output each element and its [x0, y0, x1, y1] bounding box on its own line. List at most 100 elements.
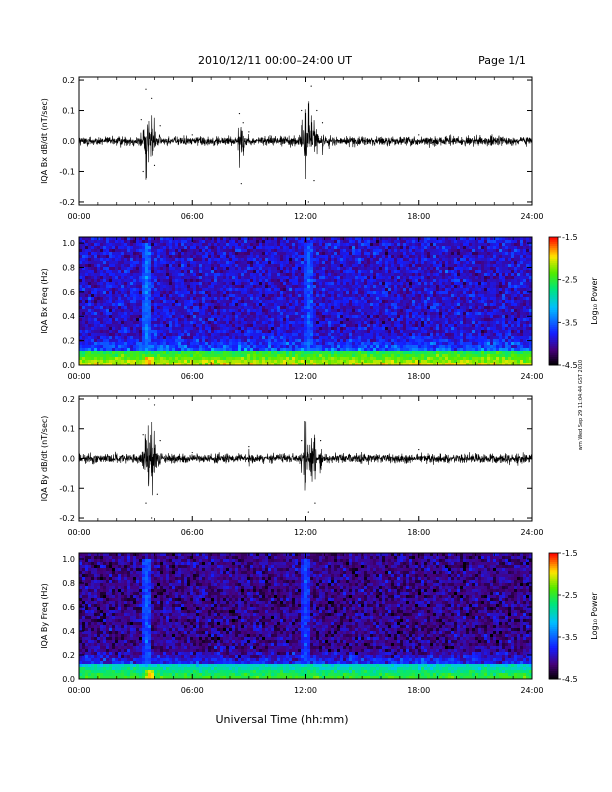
x-tick-label: 12:00 [294, 686, 317, 695]
data-point [148, 201, 150, 203]
colorbar-segment [549, 632, 558, 636]
colorbar-segment [549, 292, 558, 296]
colorbar-segment [549, 290, 558, 293]
colorbar-segment [549, 347, 558, 351]
colorbar-segment [549, 283, 558, 287]
x-tick-label: 06:00 [181, 372, 204, 381]
x-tick-label: 06:00 [181, 212, 204, 221]
data-point [142, 434, 144, 436]
data-point [145, 502, 147, 504]
colorbar-segment [549, 605, 558, 609]
colorbar-segment [549, 311, 558, 315]
colorbar-segment [549, 565, 558, 569]
colorbar-frame [548, 552, 559, 680]
colorbar-segment [549, 662, 558, 665]
data-point [248, 445, 250, 448]
data-point [301, 109, 303, 112]
page-number: Page 1/1 [478, 54, 526, 67]
colorbar-segment [549, 653, 558, 657]
colorbar-segment [549, 628, 558, 632]
colorbar-segment [549, 624, 558, 627]
colorbar-segment [549, 335, 558, 338]
colorbar-segment [549, 358, 558, 362]
colorbar-segment [549, 649, 558, 653]
colorbar-segment [549, 553, 558, 556]
colorbar-segment [549, 578, 558, 581]
colorbar-segment [549, 296, 558, 300]
colorbar-segment [549, 571, 558, 575]
colorbar-segment [549, 279, 558, 283]
colorbar-segment [549, 584, 558, 588]
data-point [310, 85, 312, 87]
colorbar-segment [549, 273, 558, 276]
colorbar-segment [549, 309, 558, 313]
panels: 00:00 06:00 12:00 18:00 24:00 0.2 0.1 0.0 -0.1 -0… [40, 76, 599, 695]
data-point [159, 440, 161, 442]
series-line [79, 101, 532, 180]
y-tick-label: 0.0 [62, 675, 75, 684]
x-tick-label: 18:00 [407, 686, 430, 695]
x-tick-label: 24:00 [520, 212, 543, 221]
colorbar-segment [549, 330, 558, 334]
colorbar-tick-label: -3.5 [562, 633, 578, 642]
colorbar-segment [549, 651, 558, 655]
y-tick-label: 0.1 [62, 107, 75, 116]
colorbar-segment [549, 356, 558, 360]
colorbar-segment [549, 352, 558, 355]
x-tick-label: 00:00 [67, 372, 90, 381]
figure-title: 2010/12/11 00:00–24:00 UT [198, 54, 352, 67]
colorbar-segment [549, 305, 558, 308]
colorbar-segment [549, 271, 558, 274]
colorbar-tick-label: -4.5 [562, 675, 578, 684]
y-tick-label: 0.4 [62, 627, 75, 636]
colorbar-segment [549, 555, 558, 558]
colorbar-segment [549, 245, 558, 249]
data-point [242, 122, 244, 124]
colorbar-segment [549, 362, 558, 366]
colorbar-segment [549, 237, 558, 240]
colorbar-tick-label: -1.5 [562, 233, 578, 242]
y-tick-label: -0.1 [59, 167, 75, 176]
colorbar-segment [549, 264, 558, 268]
data-point [148, 398, 150, 400]
colorbar-segment [549, 333, 558, 336]
colorbar-segment [549, 637, 558, 640]
colorbar-segment [549, 254, 558, 257]
colorbar-segment [549, 563, 558, 567]
colorbar-segment [549, 588, 558, 592]
colorbar-segment [549, 269, 558, 272]
colorbar-segment [549, 350, 558, 353]
colorbar-segment [549, 277, 558, 281]
colorbar-segment [549, 275, 558, 279]
y-axis-title: IQA By dB/dt (nT/sec) [40, 416, 49, 502]
y-tick-label: 0.2 [62, 395, 75, 404]
data-point [301, 440, 303, 442]
data-point [240, 183, 242, 185]
colorbar-frame [548, 236, 559, 366]
x-tick-label: 18:00 [407, 528, 430, 537]
colorbar-segment [549, 241, 558, 244]
data-point [321, 122, 324, 124]
x-tick-label: 24:00 [520, 686, 543, 695]
spectrogram-panel-3: 00:00 06:00 12:00 18:00 24:00 1.0 0.8 0.6 0.4 0.2… [40, 549, 599, 695]
x-tick-label: 00:00 [67, 686, 90, 695]
colorbar-segment [549, 603, 558, 606]
data-point [418, 134, 420, 136]
data-point [238, 112, 241, 115]
data-point [145, 88, 147, 90]
colorbar-tick-label: -2.5 [562, 591, 578, 600]
colorbar-segment [549, 580, 558, 583]
y-tick-label: 0.2 [62, 337, 75, 346]
colorbar-segment [549, 672, 558, 676]
colorbar-segment [549, 611, 558, 615]
colorbar-segment [549, 574, 558, 577]
colorbar-segment [549, 601, 558, 604]
timeseries-panel-2: 00:00 06:00 12:00 18:00 24:00 0.2 0.1 0.0 -0.1 -0… [40, 395, 544, 537]
colorbar-segment [549, 286, 558, 289]
colorbar-segment [549, 666, 558, 669]
colorbar-segment [549, 630, 558, 634]
colorbar-segment [549, 595, 558, 598]
colorbar-segment [549, 559, 558, 562]
colorbar-tick-label: -3.5 [562, 318, 578, 327]
